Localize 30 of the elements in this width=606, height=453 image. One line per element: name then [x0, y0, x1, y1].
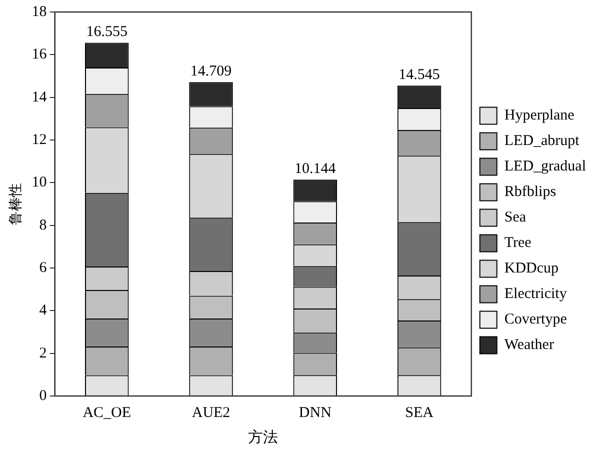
y-tick-label: 0: [39, 388, 47, 404]
y-tick-label: 8: [39, 217, 47, 234]
y-tick-label: 2: [39, 345, 47, 362]
total-label: 16.555: [86, 24, 128, 40]
legend-label: KDDcup: [504, 260, 559, 277]
x-tick-label: AC_OE: [82, 404, 132, 421]
y-tick-label: 4: [39, 302, 48, 319]
x-tick-label: SEA: [405, 404, 434, 421]
legend-label: Hyperplane: [504, 108, 575, 124]
legend-label: Weather: [504, 337, 554, 354]
y-tick-label: 14: [32, 89, 48, 106]
legend-label: Tree: [504, 235, 532, 252]
legend-label: LED_abrupt: [504, 133, 580, 150]
y-tick-label: 6: [39, 260, 48, 276]
legend-label: Electricity: [504, 286, 568, 302]
y-tick-label: 16: [32, 46, 48, 63]
legend-label: Covertype: [504, 312, 568, 328]
legend-label: Rbfblips: [504, 184, 556, 200]
total-label: 14.545: [398, 67, 440, 84]
x-axis-title: 方法: [248, 428, 278, 446]
y-axis-title: 鲁棒性: [8, 183, 24, 225]
y-tick-label: 18: [32, 4, 47, 20]
y-tick-label: 10: [32, 174, 47, 191]
total-label: 14.709: [190, 64, 232, 80]
x-tick-label: AUE2: [192, 404, 230, 421]
legend-label: LED_gradual: [504, 158, 586, 175]
total-label: 10.144: [294, 161, 336, 178]
x-tick-label: DNN: [298, 404, 332, 421]
legend-label: Sea: [504, 210, 526, 226]
y-tick-label: 12: [32, 132, 47, 148]
